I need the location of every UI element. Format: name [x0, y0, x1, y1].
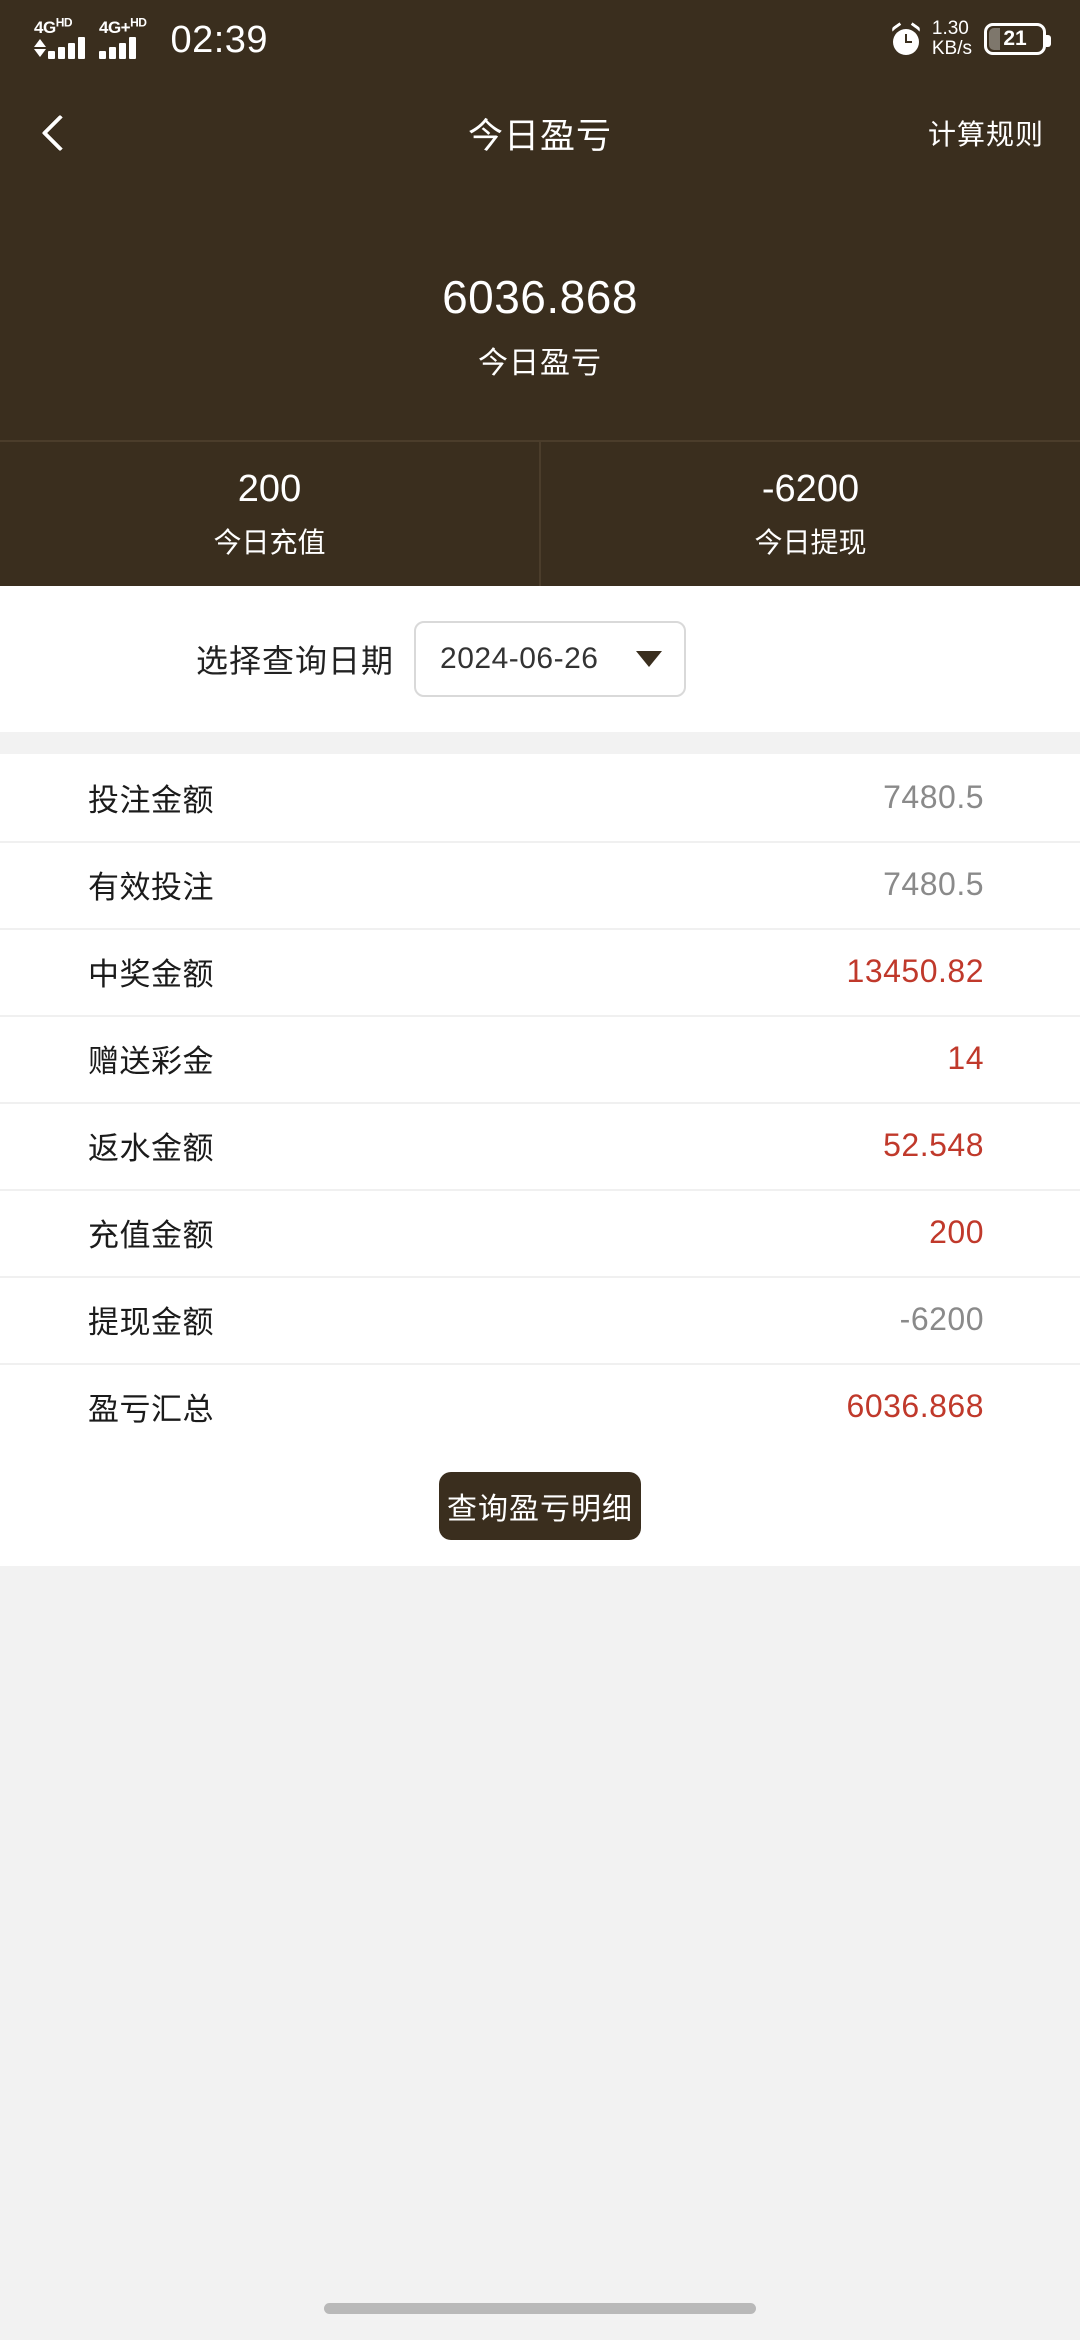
row-value: 52.548: [883, 1127, 984, 1163]
chevron-left-icon: [41, 114, 79, 152]
sim1-signal-indicator: 4GHD: [34, 15, 85, 59]
query-detail-button[interactable]: 查询盈亏明细: [439, 1472, 641, 1540]
stat-value: 200: [237, 468, 302, 510]
network-speed-indicator: 1.30 KB/s: [932, 19, 972, 59]
date-select-value: 2024-06-26: [440, 642, 599, 675]
sim1-network-label: 4GHD: [34, 15, 73, 37]
row-label: 盈亏汇总: [88, 1392, 214, 1427]
network-speed-value: 1.30: [931, 18, 969, 39]
stat-today-withdrawal: -6200 今日提现: [539, 442, 1080, 586]
section-divider: [0, 732, 1080, 754]
battery-percent-label: 21: [1003, 27, 1027, 50]
table-row: 中奖金额 13450.82: [0, 928, 1080, 1015]
row-value: -6200: [899, 1301, 984, 1337]
row-value: 6036.868: [846, 1388, 984, 1424]
data-transfer-icon: [34, 37, 46, 59]
row-value: 200: [929, 1214, 984, 1250]
table-row: 提现金额 -6200: [0, 1276, 1080, 1363]
alarm-clock-icon: [890, 22, 922, 55]
stat-label: 今日充值: [213, 527, 326, 558]
stat-value: -6200: [761, 468, 860, 510]
row-label: 中奖金额: [88, 957, 214, 992]
row-label: 有效投注: [88, 870, 214, 905]
row-value: 14: [947, 1040, 984, 1076]
row-value: 7480.5: [883, 866, 984, 902]
nav-bar: 今日盈亏 计算规则: [0, 78, 1080, 188]
row-label: 返水金额: [88, 1131, 214, 1166]
table-row: 盈亏汇总 6036.868: [0, 1363, 1080, 1450]
stat-label: 今日提现: [754, 527, 867, 558]
date-filter-card: 选择查询日期 2024-06-26: [0, 586, 1080, 732]
hero-summary: 6036.868 今日盈亏: [0, 188, 1080, 440]
table-row: 返水金额 52.548: [0, 1102, 1080, 1189]
status-bar-left: 4GHD 4G+HD 02:39: [34, 15, 269, 61]
sim2-signal-indicator: 4G+HD: [99, 15, 147, 59]
row-value: 13450.82: [846, 953, 984, 989]
summary-list: 投注金额 7480.5 有效投注 7480.5 中奖金额 13450.82 赠送…: [0, 754, 1080, 1450]
status-bar-right: 1.30 KB/s 21: [890, 19, 1051, 59]
row-label: 充值金额: [88, 1218, 214, 1253]
row-label: 投注金额: [88, 783, 214, 818]
table-row: 投注金额 7480.5: [0, 754, 1080, 841]
calculation-rules-link[interactable]: 计算规则: [927, 119, 1044, 150]
date-filter-label: 选择查询日期: [196, 643, 395, 679]
sim2-signal-bars-icon: [99, 37, 136, 59]
sim1-signal-bars-icon: [48, 37, 85, 59]
status-bar-clock: 02:39: [170, 19, 269, 61]
table-row: 有效投注 7480.5: [0, 841, 1080, 928]
hero-amount: 6036.868: [442, 271, 638, 323]
table-row: 充值金额 200: [0, 1189, 1080, 1276]
status-bar: 4GHD 4G+HD 02:39 1.30 KB/s: [0, 0, 1080, 78]
sim2-network-label: 4G+HD: [99, 15, 147, 37]
hero-label: 今日盈亏: [478, 347, 602, 380]
row-value: 7480.5: [883, 779, 984, 815]
network-speed-unit: KB/s: [931, 38, 972, 59]
stats-strip: 200 今日充值 -6200 今日提现: [0, 440, 1080, 586]
battery-icon: 21: [984, 23, 1051, 55]
date-select[interactable]: 2024-06-26: [414, 621, 687, 697]
page-title: 今日盈亏: [467, 116, 612, 156]
stat-today-deposit: 200 今日充值: [0, 442, 539, 586]
row-label: 赠送彩金: [88, 1044, 214, 1079]
back-button[interactable]: [0, 78, 120, 188]
chevron-down-icon: [636, 651, 663, 667]
table-row: 赠送彩金 14: [0, 1015, 1080, 1102]
home-indicator[interactable]: [324, 2303, 756, 2314]
action-area: 查询盈亏明细: [0, 1450, 1080, 1566]
row-label: 提现金额: [88, 1305, 214, 1340]
